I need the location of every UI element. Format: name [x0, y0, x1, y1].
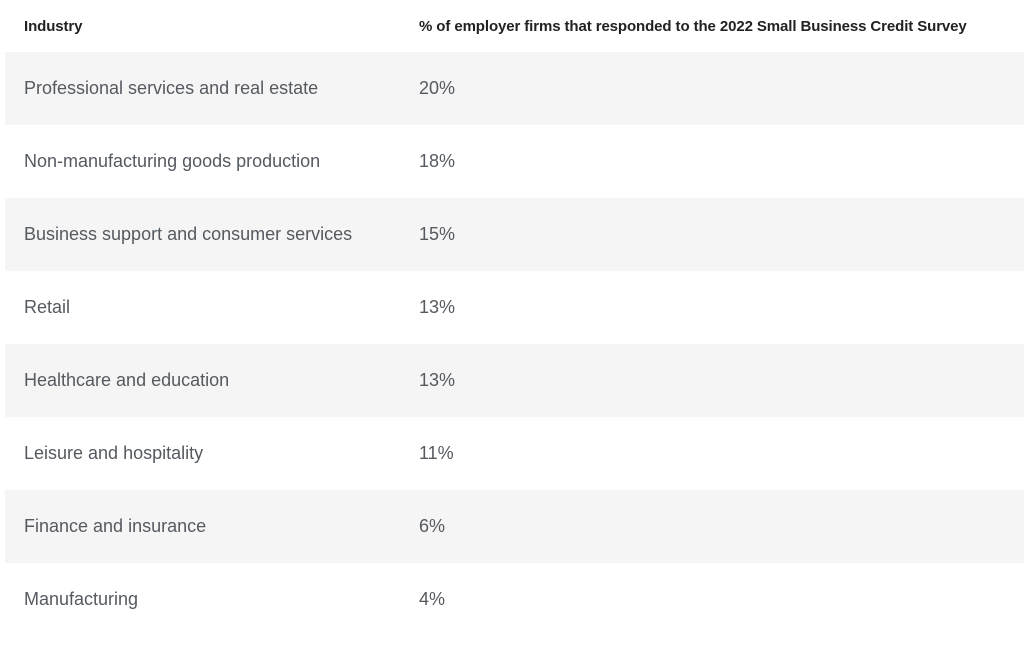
percent-cell: 13% — [400, 344, 1024, 417]
industry-cell: Non-manufacturing goods production — [5, 125, 400, 198]
table-row: Non-manufacturing goods production 18% — [5, 125, 1024, 198]
percent-cell: 6% — [400, 490, 1024, 563]
table-row: Manufacturing 4% — [5, 563, 1024, 636]
table-row: Retail 13% — [5, 271, 1024, 344]
table-row: Leisure and hospitality 11% — [5, 417, 1024, 490]
industry-cell: Manufacturing — [5, 563, 400, 636]
percent-cell: 18% — [400, 125, 1024, 198]
industry-cell: Retail — [5, 271, 400, 344]
table-row: Finance and insurance 6% — [5, 490, 1024, 563]
table-header: Industry % of employer firms that respon… — [5, 0, 1024, 52]
percent-cell: 13% — [400, 271, 1024, 344]
header-industry: Industry — [24, 17, 83, 35]
header-row: Industry % of employer firms that respon… — [5, 0, 1024, 52]
percent-cell: 15% — [400, 198, 1024, 271]
industry-cell: Finance and insurance — [5, 490, 400, 563]
percent-cell: 4% — [400, 563, 1024, 636]
percent-cell: 11% — [400, 417, 1024, 490]
percent-cell: 20% — [400, 52, 1024, 125]
table-row: Healthcare and education 13% — [5, 344, 1024, 417]
header-percent: % of employer firms that responded to th… — [419, 17, 967, 35]
table-body: Professional services and real estate 20… — [5, 52, 1024, 636]
industry-cell: Leisure and hospitality — [5, 417, 400, 490]
industry-cell: Healthcare and education — [5, 344, 400, 417]
table-row: Business support and consumer services 1… — [5, 198, 1024, 271]
industry-survey-table: Industry % of employer firms that respon… — [5, 0, 1024, 636]
table-row: Professional services and real estate 20… — [5, 52, 1024, 125]
industry-cell: Professional services and real estate — [5, 52, 400, 125]
industry-cell: Business support and consumer services — [5, 198, 400, 271]
